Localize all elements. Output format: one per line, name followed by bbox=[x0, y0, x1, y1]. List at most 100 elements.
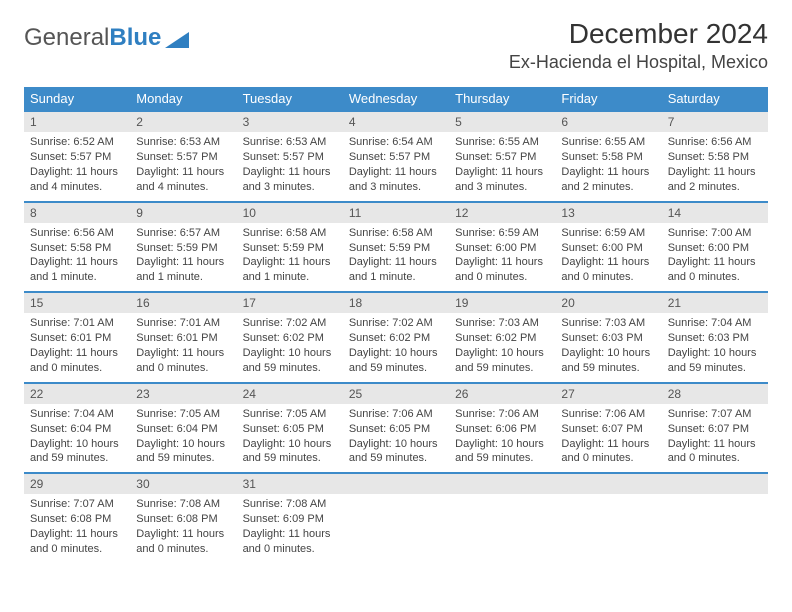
day-body: Sunrise: 6:54 AMSunset: 5:57 PMDaylight:… bbox=[343, 132, 449, 200]
header: GeneralBlue December 2024 Ex-Hacienda el… bbox=[24, 18, 768, 73]
day-body: Sunrise: 7:02 AMSunset: 6:02 PMDaylight:… bbox=[343, 313, 449, 381]
day-number-empty bbox=[449, 472, 555, 494]
day-number: 12 bbox=[449, 201, 555, 223]
day-number: 20 bbox=[555, 291, 661, 313]
day-body: Sunrise: 7:06 AMSunset: 6:05 PMDaylight:… bbox=[343, 404, 449, 472]
day-body: Sunrise: 7:02 AMSunset: 6:02 PMDaylight:… bbox=[237, 313, 343, 381]
calendar-cell: 31Sunrise: 7:08 AMSunset: 6:09 PMDayligh… bbox=[237, 472, 343, 563]
day-number: 28 bbox=[662, 382, 768, 404]
calendar-cell: 19Sunrise: 7:03 AMSunset: 6:02 PMDayligh… bbox=[449, 291, 555, 382]
day-number: 13 bbox=[555, 201, 661, 223]
day-header: Friday bbox=[555, 87, 661, 110]
calendar-cell: 23Sunrise: 7:05 AMSunset: 6:04 PMDayligh… bbox=[130, 382, 236, 473]
day-body: Sunrise: 7:04 AMSunset: 6:03 PMDaylight:… bbox=[662, 313, 768, 381]
brand-word1: General bbox=[24, 24, 109, 52]
day-number-empty bbox=[555, 472, 661, 494]
location-label: Ex-Hacienda el Hospital, Mexico bbox=[509, 52, 768, 73]
calendar-table: SundayMondayTuesdayWednesdayThursdayFrid… bbox=[24, 87, 768, 563]
day-body: Sunrise: 7:01 AMSunset: 6:01 PMDaylight:… bbox=[130, 313, 236, 381]
calendar-cell: 8Sunrise: 6:56 AMSunset: 5:58 PMDaylight… bbox=[24, 201, 130, 292]
day-body: Sunrise: 7:05 AMSunset: 6:04 PMDaylight:… bbox=[130, 404, 236, 472]
brand-triangle-icon bbox=[165, 28, 189, 48]
calendar-cell: 20Sunrise: 7:03 AMSunset: 6:03 PMDayligh… bbox=[555, 291, 661, 382]
day-body: Sunrise: 6:59 AMSunset: 6:00 PMDaylight:… bbox=[555, 223, 661, 291]
day-number: 1 bbox=[24, 110, 130, 132]
day-number: 22 bbox=[24, 382, 130, 404]
calendar-cell: 30Sunrise: 7:08 AMSunset: 6:08 PMDayligh… bbox=[130, 472, 236, 563]
calendar-cell: 18Sunrise: 7:02 AMSunset: 6:02 PMDayligh… bbox=[343, 291, 449, 382]
calendar-week: 8Sunrise: 6:56 AMSunset: 5:58 PMDaylight… bbox=[24, 201, 768, 292]
day-number: 17 bbox=[237, 291, 343, 313]
day-number: 24 bbox=[237, 382, 343, 404]
day-number: 6 bbox=[555, 110, 661, 132]
day-header: Sunday bbox=[24, 87, 130, 110]
calendar-cell: 28Sunrise: 7:07 AMSunset: 6:07 PMDayligh… bbox=[662, 382, 768, 473]
calendar-cell bbox=[343, 472, 449, 563]
day-number: 4 bbox=[343, 110, 449, 132]
day-number: 10 bbox=[237, 201, 343, 223]
calendar-cell bbox=[662, 472, 768, 563]
day-header: Saturday bbox=[662, 87, 768, 110]
day-body: Sunrise: 6:52 AMSunset: 5:57 PMDaylight:… bbox=[24, 132, 130, 200]
calendar-week: 1Sunrise: 6:52 AMSunset: 5:57 PMDaylight… bbox=[24, 110, 768, 201]
calendar-week: 22Sunrise: 7:04 AMSunset: 6:04 PMDayligh… bbox=[24, 382, 768, 473]
calendar-cell bbox=[449, 472, 555, 563]
day-number: 5 bbox=[449, 110, 555, 132]
calendar-cell: 17Sunrise: 7:02 AMSunset: 6:02 PMDayligh… bbox=[237, 291, 343, 382]
calendar-week: 29Sunrise: 7:07 AMSunset: 6:08 PMDayligh… bbox=[24, 472, 768, 563]
day-number: 26 bbox=[449, 382, 555, 404]
day-number: 31 bbox=[237, 472, 343, 494]
day-body: Sunrise: 6:57 AMSunset: 5:59 PMDaylight:… bbox=[130, 223, 236, 291]
day-number-empty bbox=[662, 472, 768, 494]
day-number: 29 bbox=[24, 472, 130, 494]
day-number: 30 bbox=[130, 472, 236, 494]
calendar-cell: 2Sunrise: 6:53 AMSunset: 5:57 PMDaylight… bbox=[130, 110, 236, 201]
day-body: Sunrise: 6:59 AMSunset: 6:00 PMDaylight:… bbox=[449, 223, 555, 291]
day-body: Sunrise: 7:03 AMSunset: 6:03 PMDaylight:… bbox=[555, 313, 661, 381]
day-number: 18 bbox=[343, 291, 449, 313]
day-number: 19 bbox=[449, 291, 555, 313]
calendar-cell: 26Sunrise: 7:06 AMSunset: 6:06 PMDayligh… bbox=[449, 382, 555, 473]
calendar-cell: 11Sunrise: 6:58 AMSunset: 5:59 PMDayligh… bbox=[343, 201, 449, 292]
calendar-cell bbox=[555, 472, 661, 563]
calendar-cell: 9Sunrise: 6:57 AMSunset: 5:59 PMDaylight… bbox=[130, 201, 236, 292]
day-body: Sunrise: 7:07 AMSunset: 6:07 PMDaylight:… bbox=[662, 404, 768, 472]
calendar-cell: 5Sunrise: 6:55 AMSunset: 5:57 PMDaylight… bbox=[449, 110, 555, 201]
title-block: December 2024 Ex-Hacienda el Hospital, M… bbox=[509, 18, 768, 73]
day-body: Sunrise: 6:53 AMSunset: 5:57 PMDaylight:… bbox=[237, 132, 343, 200]
day-body: Sunrise: 7:05 AMSunset: 6:05 PMDaylight:… bbox=[237, 404, 343, 472]
day-number: 2 bbox=[130, 110, 236, 132]
day-body: Sunrise: 6:56 AMSunset: 5:58 PMDaylight:… bbox=[24, 223, 130, 291]
calendar-cell: 14Sunrise: 7:00 AMSunset: 6:00 PMDayligh… bbox=[662, 201, 768, 292]
day-header: Wednesday bbox=[343, 87, 449, 110]
day-number: 8 bbox=[24, 201, 130, 223]
day-body: Sunrise: 7:01 AMSunset: 6:01 PMDaylight:… bbox=[24, 313, 130, 381]
day-header: Thursday bbox=[449, 87, 555, 110]
day-number: 27 bbox=[555, 382, 661, 404]
day-body: Sunrise: 6:55 AMSunset: 5:58 PMDaylight:… bbox=[555, 132, 661, 200]
calendar-cell: 12Sunrise: 6:59 AMSunset: 6:00 PMDayligh… bbox=[449, 201, 555, 292]
day-number: 14 bbox=[662, 201, 768, 223]
day-number: 15 bbox=[24, 291, 130, 313]
day-number: 23 bbox=[130, 382, 236, 404]
day-number: 11 bbox=[343, 201, 449, 223]
calendar-cell: 15Sunrise: 7:01 AMSunset: 6:01 PMDayligh… bbox=[24, 291, 130, 382]
day-body: Sunrise: 7:00 AMSunset: 6:00 PMDaylight:… bbox=[662, 223, 768, 291]
calendar-cell: 4Sunrise: 6:54 AMSunset: 5:57 PMDaylight… bbox=[343, 110, 449, 201]
brand-logo: GeneralBlue bbox=[24, 24, 189, 52]
day-body: Sunrise: 7:07 AMSunset: 6:08 PMDaylight:… bbox=[24, 494, 130, 562]
day-header-row: SundayMondayTuesdayWednesdayThursdayFrid… bbox=[24, 87, 768, 110]
calendar-cell: 10Sunrise: 6:58 AMSunset: 5:59 PMDayligh… bbox=[237, 201, 343, 292]
day-body: Sunrise: 6:53 AMSunset: 5:57 PMDaylight:… bbox=[130, 132, 236, 200]
calendar-cell: 16Sunrise: 7:01 AMSunset: 6:01 PMDayligh… bbox=[130, 291, 236, 382]
calendar-cell: 6Sunrise: 6:55 AMSunset: 5:58 PMDaylight… bbox=[555, 110, 661, 201]
calendar-cell: 24Sunrise: 7:05 AMSunset: 6:05 PMDayligh… bbox=[237, 382, 343, 473]
calendar-cell: 1Sunrise: 6:52 AMSunset: 5:57 PMDaylight… bbox=[24, 110, 130, 201]
day-number: 9 bbox=[130, 201, 236, 223]
day-body: Sunrise: 6:56 AMSunset: 5:58 PMDaylight:… bbox=[662, 132, 768, 200]
day-body: Sunrise: 6:58 AMSunset: 5:59 PMDaylight:… bbox=[343, 223, 449, 291]
day-header: Monday bbox=[130, 87, 236, 110]
calendar-cell: 13Sunrise: 6:59 AMSunset: 6:00 PMDayligh… bbox=[555, 201, 661, 292]
calendar-cell: 27Sunrise: 7:06 AMSunset: 6:07 PMDayligh… bbox=[555, 382, 661, 473]
day-number: 16 bbox=[130, 291, 236, 313]
